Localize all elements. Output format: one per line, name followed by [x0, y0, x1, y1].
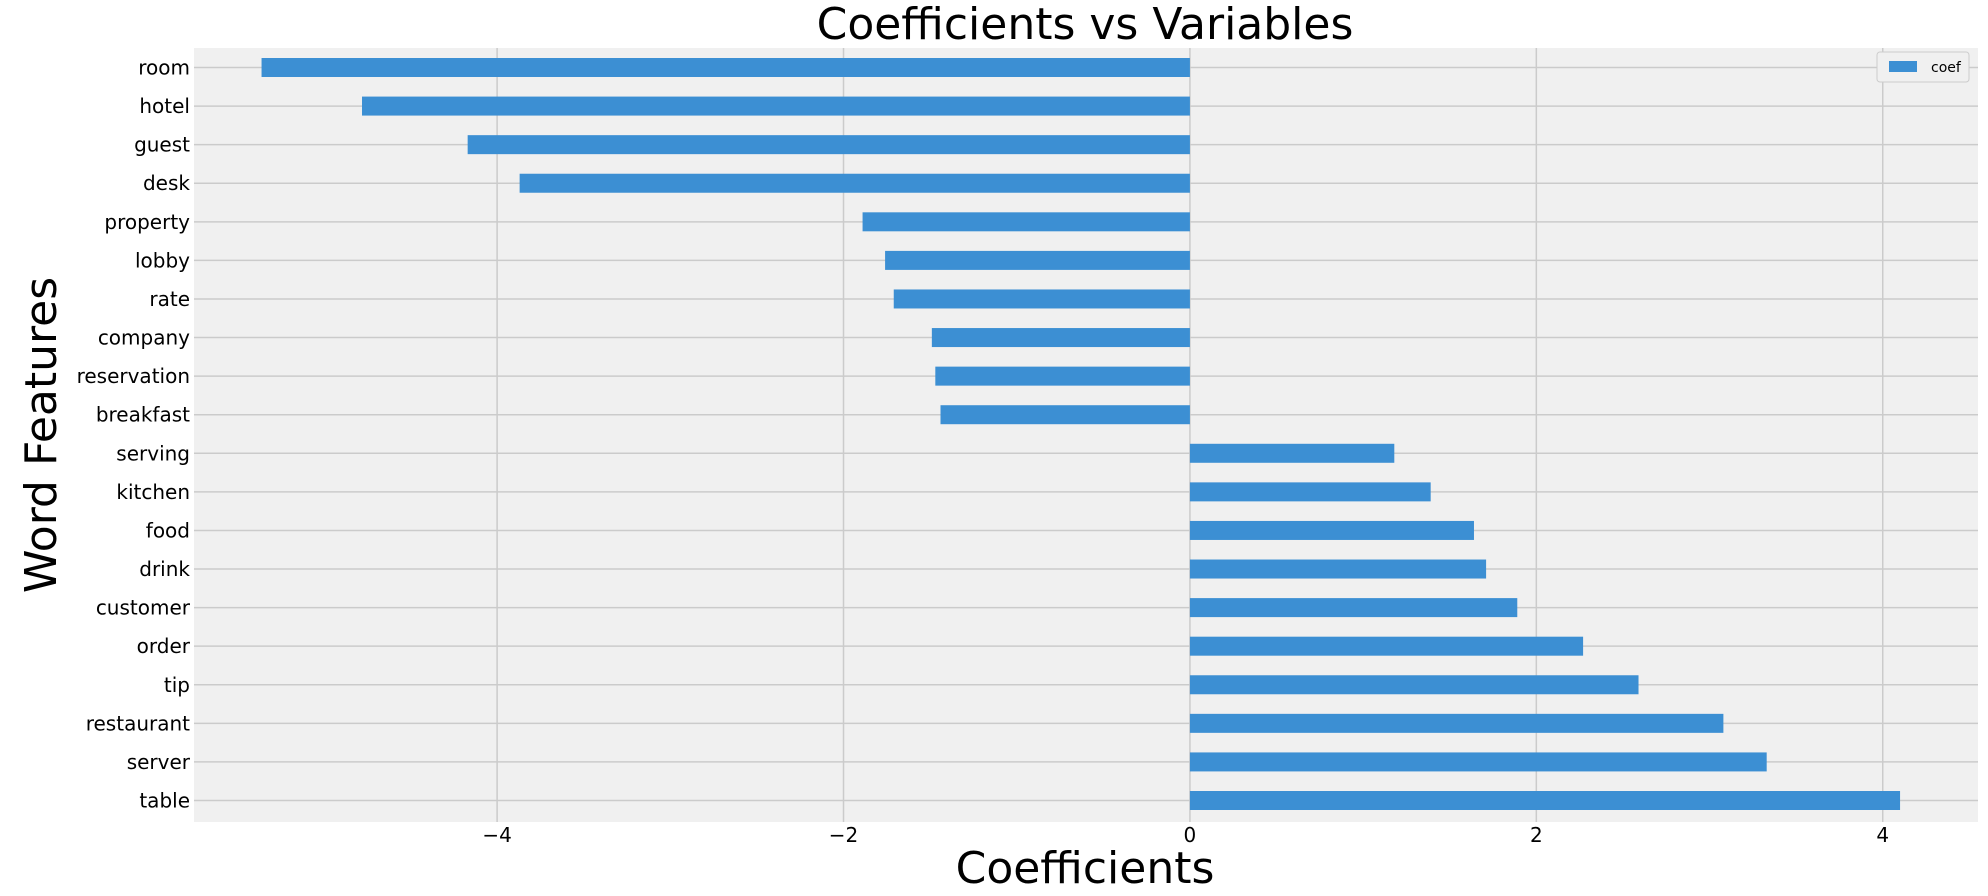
y-tick-labels: room hotel guest desk property lobby rate compa… — [77, 56, 191, 813]
bar-property — [862, 212, 1190, 232]
y-tick-label: lobby — [135, 248, 190, 272]
bar-breakfast — [940, 405, 1190, 425]
bar-desk — [519, 173, 1190, 193]
bar-lobby — [885, 250, 1190, 270]
x-tick-label: −2 — [829, 823, 858, 847]
legend-box — [1876, 51, 1970, 83]
y-tick-label: table — [139, 789, 190, 813]
legend-swatch — [1889, 61, 1917, 72]
y-tick-label: room — [138, 56, 190, 80]
y-tick-label: company — [98, 326, 190, 350]
bar-company — [931, 328, 1190, 348]
x-tick-label: 2 — [1530, 823, 1543, 847]
bar-order — [1189, 636, 1584, 656]
y-tick-label: tip — [164, 673, 190, 697]
bar-reservation — [935, 366, 1190, 386]
bar-serving — [1189, 443, 1395, 463]
y-tick-label: drink — [139, 557, 190, 581]
legend-label: coef — [1931, 60, 1962, 76]
y-tick-label: breakfast — [96, 403, 190, 427]
x-tick-label: −4 — [482, 823, 511, 847]
bar-table — [1189, 791, 1901, 810]
y-tick-label: server — [127, 750, 191, 774]
bar-server — [1189, 752, 1767, 772]
y-tick-label: restaurant — [86, 711, 190, 735]
y-axis-label: Word Features — [16, 277, 67, 593]
y-tick-label: kitchen — [116, 480, 190, 504]
x-axis-label: Coefficients — [956, 843, 1215, 894]
bar-drink — [1189, 559, 1487, 579]
bar-hotel — [362, 96, 1190, 116]
chart-title: Coefficients vs Variables — [817, 0, 1354, 50]
bar-room — [261, 58, 1190, 77]
y-tick-label: desk — [143, 171, 190, 195]
bars — [261, 58, 1901, 810]
plot-area — [194, 48, 1978, 822]
y-tick-label: serving — [116, 441, 190, 465]
y-tick-label: reservation — [77, 364, 190, 388]
bar-kitchen — [1189, 482, 1431, 502]
y-tick-label: rate — [149, 287, 190, 311]
bar-rate — [893, 289, 1190, 309]
y-tick-label: order — [137, 634, 191, 658]
x-tick-labels: −4 −2 0 2 4 — [482, 823, 1889, 847]
bar-food — [1189, 520, 1474, 540]
bar-guest — [467, 135, 1190, 155]
bar-customer — [1189, 598, 1518, 618]
x-tick-label: 4 — [1876, 823, 1889, 847]
bar-tip — [1189, 675, 1639, 695]
y-tick-label: hotel — [139, 94, 190, 118]
y-tick-label: property — [104, 210, 190, 234]
x-tick-label: 0 — [1184, 823, 1197, 847]
y-tick-label: guest — [134, 133, 190, 157]
legend: coef — [1876, 51, 1970, 83]
y-tick-label: customer — [96, 596, 191, 620]
y-tick-label: food — [146, 518, 190, 542]
bar-restaurant — [1189, 713, 1724, 733]
